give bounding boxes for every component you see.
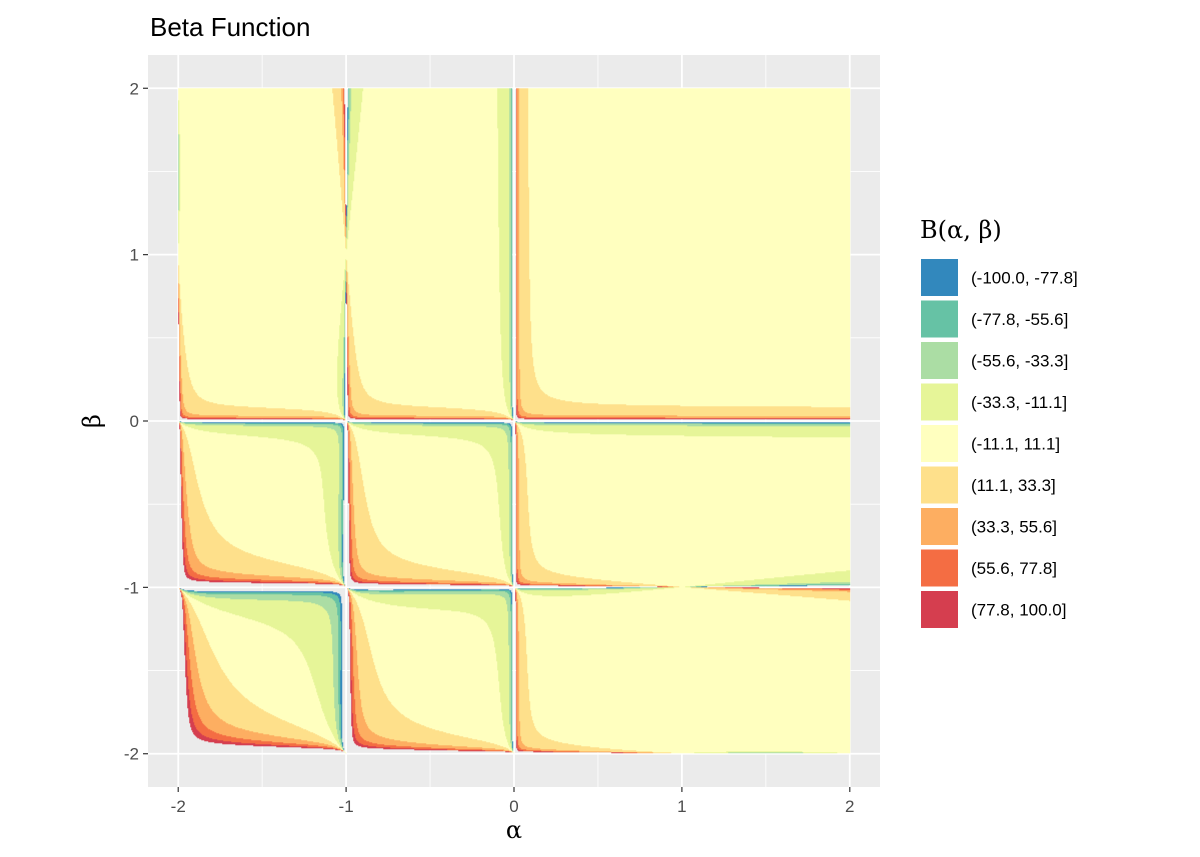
legend: B(α, β) (-100.0, -77.8] (-77.8, -55.6] (-5…	[920, 216, 1078, 628]
legend-swatch	[921, 259, 958, 296]
legend-label: (-77.8, -55.6]	[971, 310, 1068, 329]
legend-swatch	[921, 549, 958, 587]
legend-label: (-33.3, -11.1]	[971, 393, 1067, 412]
y-tick-label: 2	[130, 79, 139, 98]
x-tick-label: 1	[677, 797, 686, 816]
chart-title: Beta Function	[150, 12, 310, 42]
legend-swatch	[921, 383, 958, 421]
x-tick-label: 0	[509, 797, 518, 816]
legend-swatch	[921, 466, 958, 504]
legend-swatch	[921, 300, 958, 338]
y-tick-label: 0	[130, 412, 139, 431]
legend-swatch	[921, 425, 958, 462]
y-tick-label: -1	[124, 578, 139, 597]
legend-swatch	[921, 508, 958, 545]
x-tick-label: 2	[845, 797, 854, 816]
x-axis-title: α	[506, 816, 522, 844]
x-tick-label: -2	[171, 797, 186, 816]
plot-panel	[148, 55, 880, 787]
legend-label: (11.1, 33.3]	[971, 476, 1056, 495]
heatmap-raster	[178, 88, 851, 754]
legend-label: (55.6, 77.8]	[971, 559, 1057, 578]
legend-label: (-55.6, -33.3]	[971, 352, 1068, 371]
legend-label: (77.8, 100.0]	[971, 601, 1066, 620]
x-axis: -2 -1 0 1 2	[171, 787, 855, 816]
legend-label: (-11.1, 11.1]	[971, 435, 1060, 454]
y-tick-label: -2	[124, 745, 139, 764]
legend-items: (-100.0, -77.8] (-77.8, -55.6] (-55.6, -33…	[921, 259, 1078, 628]
y-axis-title: β	[78, 414, 106, 428]
y-tick-label: 1	[130, 246, 139, 265]
x-tick-label: -1	[339, 797, 354, 816]
legend-label: (33.3, 55.6]	[971, 518, 1057, 537]
y-axis: -2 -1 0 1 2	[124, 79, 148, 764]
legend-title: B(α, β)	[920, 216, 1002, 244]
legend-swatch	[921, 342, 958, 379]
legend-swatch	[921, 591, 958, 628]
legend-label: (-100.0, -77.8]	[971, 269, 1078, 288]
